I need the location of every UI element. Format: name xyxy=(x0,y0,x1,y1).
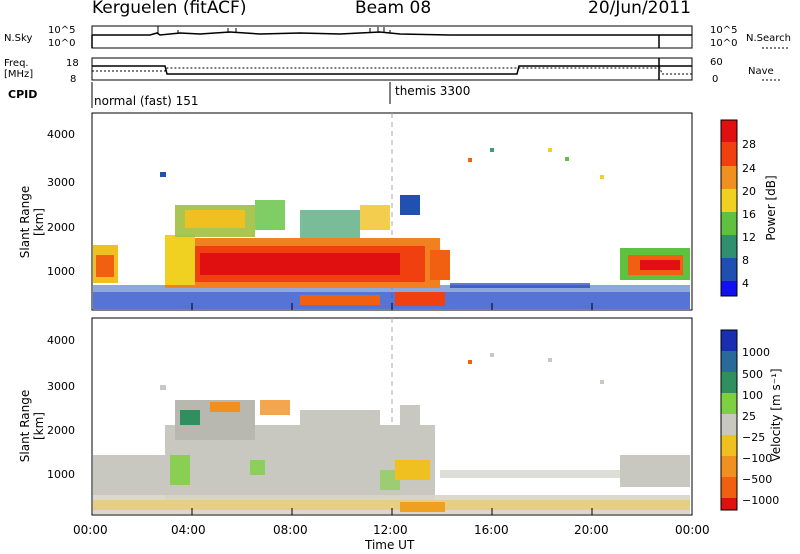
vel-cbtick-m1000: −1000 xyxy=(742,494,780,507)
freq-trace xyxy=(92,65,692,75)
velocity-ytick-3000: 3000 xyxy=(47,380,75,393)
xtick-3: 12:00 xyxy=(373,523,408,537)
vel-cbtick-1000: 1000 xyxy=(742,346,770,359)
velocity-colorbar xyxy=(720,329,738,511)
xtick-4: 16:00 xyxy=(474,523,509,537)
power-cbtick-12: 12 xyxy=(742,231,756,244)
vel-cbtick-500: 500 xyxy=(742,368,763,381)
velocity-ytick-4000: 4000 xyxy=(47,334,75,347)
nsearch-tick-top: 10^5 xyxy=(710,25,738,36)
vel-cbtick-m25: −25 xyxy=(742,431,766,444)
xtick-2: 08:00 xyxy=(273,523,308,537)
power-cbtick-28: 28 xyxy=(742,138,756,151)
velocity-ytick-2000: 2000 xyxy=(47,424,75,437)
station-title: Kerguelen (fitACF) xyxy=(92,0,247,18)
freq-label-line1: Freq. xyxy=(4,58,29,69)
power-cbtick-24: 24 xyxy=(742,162,756,175)
power-ytick-2000: 2000 xyxy=(47,221,75,234)
nsky-label: N.Sky xyxy=(4,33,33,44)
nsky-panel-frame xyxy=(91,25,693,49)
power-cbtick-4: 4 xyxy=(742,277,749,290)
freq-label: Freq. [MHz] xyxy=(4,58,33,80)
cpid-label: CPID xyxy=(8,88,38,101)
freq-label-line2: [MHz] xyxy=(4,69,34,80)
freq-tick-bottom: 8 xyxy=(70,74,77,85)
xlabel: Time UT xyxy=(365,538,415,552)
nsearch-label: N.Search xyxy=(746,33,792,44)
vel-cbtick-100: 100 xyxy=(742,389,763,402)
power-cbtick-20: 20 xyxy=(742,185,756,198)
nsky-tick-bottom: 10^0 xyxy=(48,38,76,49)
nsky-spikes xyxy=(157,26,391,34)
power-ytick-3000: 3000 xyxy=(47,176,75,189)
vel-cbtick-m100: −100 xyxy=(742,452,773,465)
velocity-ytick-1000: 1000 xyxy=(47,468,75,481)
x-tick-marks xyxy=(191,303,593,515)
vel-cbtick-25: 25 xyxy=(742,410,756,423)
nave-label: Nave xyxy=(748,66,774,77)
nsky-tick-top: 10^5 xyxy=(48,25,76,36)
nave-tick-top: 60 xyxy=(710,57,723,68)
date-title: 20/Jun/2011 xyxy=(588,0,691,18)
power-cbtick-16: 16 xyxy=(742,208,756,221)
xtick-6: 00:00 xyxy=(675,523,710,537)
beam-title: Beam 08 xyxy=(355,0,432,18)
freq-panel-frame xyxy=(91,57,693,81)
xtick-0: 00:00 xyxy=(73,523,108,537)
nsearch-tick-bottom: 10^0 xyxy=(710,38,738,49)
nsky-trace xyxy=(92,31,692,36)
freq-tick-top: 18 xyxy=(66,58,79,69)
nave-tick-bottom: 0 xyxy=(712,74,719,85)
vel-cbtick-m500: −500 xyxy=(742,473,773,486)
xtick-5: 20:00 xyxy=(574,523,609,537)
cpid-mode-normal: normal (fast) 151 xyxy=(94,94,199,108)
power-cbtick-8: 8 xyxy=(742,254,749,267)
xtick-1: 04:00 xyxy=(171,523,206,537)
power-colorbar xyxy=(720,119,738,297)
power-ytick-1000: 1000 xyxy=(47,265,75,278)
nave-trace xyxy=(92,67,692,75)
power-echoes xyxy=(93,148,690,309)
power-ytick-4000: 4000 xyxy=(47,128,75,141)
velocity-echoes xyxy=(93,353,690,514)
cpid-mode-themis: themis 3300 xyxy=(395,84,471,98)
